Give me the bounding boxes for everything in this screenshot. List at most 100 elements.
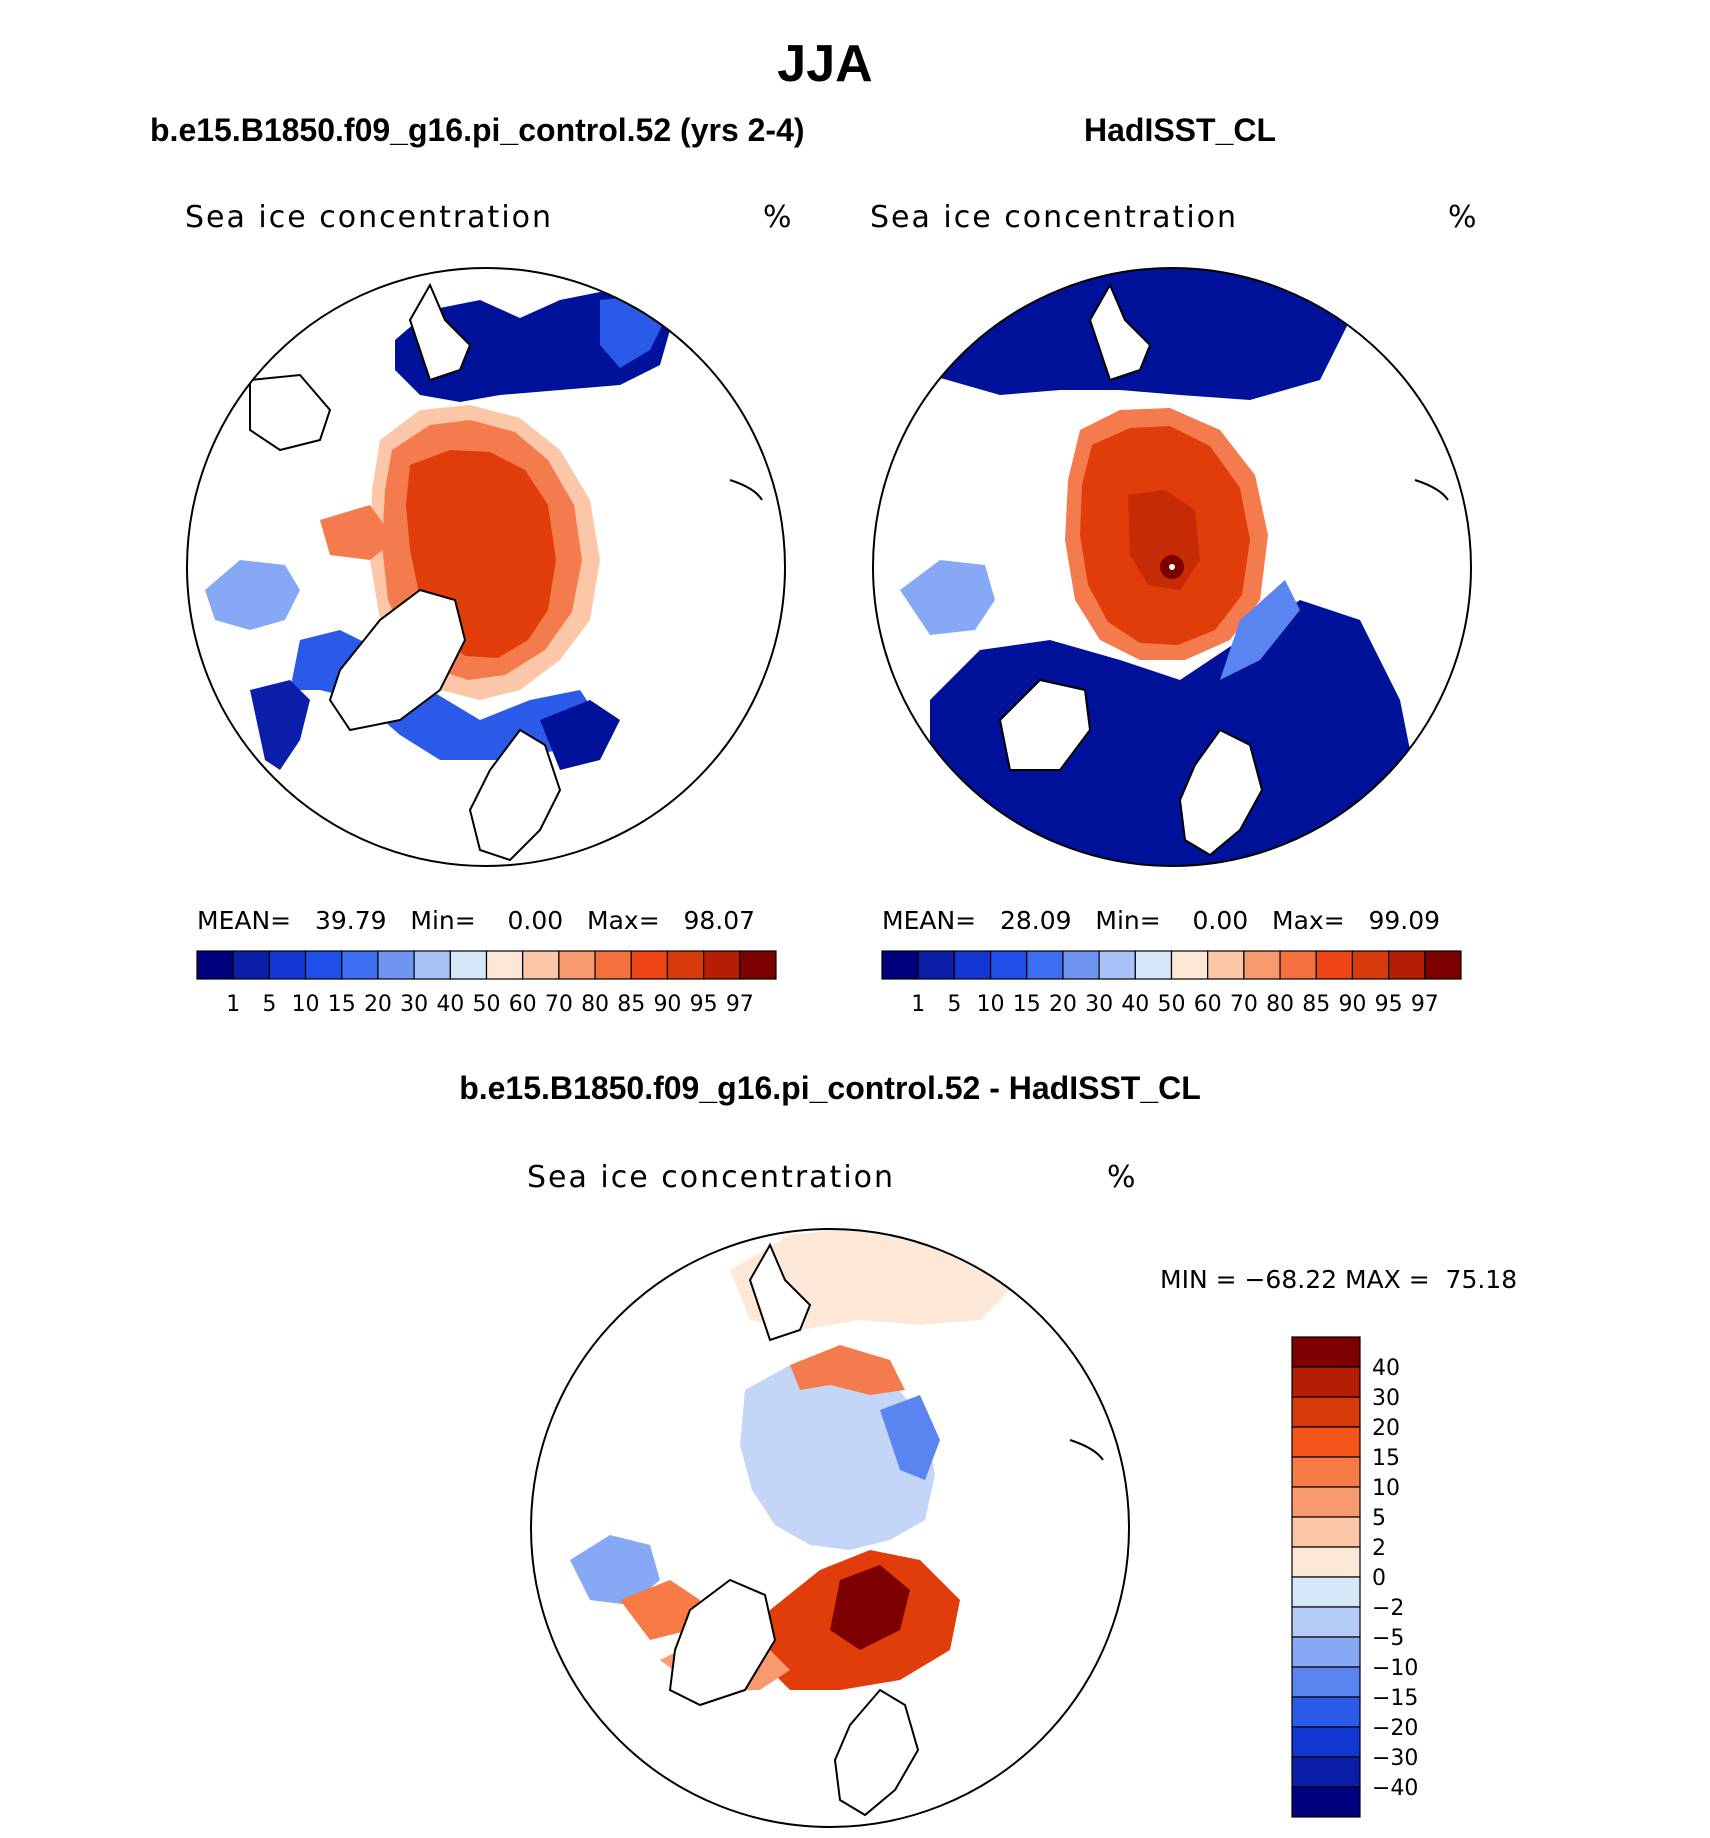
colorbar-swatch — [703, 950, 741, 980]
diff-hudson — [570, 1535, 660, 1605]
mean-value: 39.79 — [314, 906, 387, 935]
colorbar-swatch — [1291, 1486, 1361, 1518]
colorbar-tick-label: 10 — [1372, 1476, 1400, 1501]
scandinavia — [1178, 728, 1264, 857]
colorbar-swatch — [1098, 950, 1136, 980]
right-stats: MEAN= 28.09 Min= 0.00 Max= 99.09 — [882, 906, 1440, 935]
colorbar-swatch — [268, 950, 307, 980]
colorbar-swatch — [1291, 1666, 1361, 1698]
colorbar-tick-label: 60 — [1194, 992, 1222, 1017]
colorbar-swatch — [1291, 1426, 1361, 1458]
colorbar-tick-label: 97 — [726, 992, 754, 1017]
colorbar-tick-label: 60 — [509, 992, 537, 1017]
min-value: 0.00 — [1192, 906, 1249, 935]
colorbar-tick-label: 15 — [1372, 1446, 1400, 1471]
map-difference — [530, 1228, 1130, 1828]
colorbar-tick-label: 95 — [1375, 992, 1403, 1017]
colorbar-tick-label: 85 — [617, 992, 645, 1017]
colorbar-tick-label: 5 — [262, 992, 276, 1017]
colorbar-swatch — [1207, 950, 1245, 980]
colorbar-swatch — [739, 950, 777, 980]
colorbar-tick-label: 10 — [292, 992, 320, 1017]
right-unit: % — [1448, 200, 1477, 235]
diff-unit: % — [1107, 1160, 1136, 1195]
colorbar-tick-label: 70 — [545, 992, 573, 1017]
colorbar-tick-label: 90 — [1338, 992, 1366, 1017]
colorbar-swatch — [1291, 1696, 1361, 1728]
colorbar-swatch — [1291, 1456, 1361, 1488]
max-value: 99.09 — [1368, 906, 1441, 935]
diff-minmax: MIN = −68.22 MAX = 75.18 — [1160, 1265, 1518, 1294]
colorbar-swatch — [989, 950, 1028, 980]
max-value: 98.07 — [683, 906, 756, 935]
figure-title: JJA — [777, 35, 873, 93]
diff-atlantic-max — [830, 1565, 910, 1650]
diff-panel-title: b.e15.B1850.f09_g16.pi_control.52 - HadI… — [459, 1070, 1201, 1106]
right-panel-title: HadISST_CL — [1083, 112, 1277, 148]
colorbar-tick-label: 80 — [581, 992, 609, 1017]
colorbar-tick-label: 50 — [473, 992, 501, 1017]
colorbar-swatch — [881, 950, 919, 980]
mean-value: 28.09 — [999, 906, 1072, 935]
colorbar-swatch — [377, 950, 415, 980]
colorbar-tick-label: 20 — [364, 992, 392, 1017]
colorbar-swatch — [196, 950, 234, 980]
colorbar-tick-label: 1 — [911, 992, 925, 1017]
colorbar-swatch — [1170, 950, 1209, 980]
sea-ice-atlantic — [930, 600, 1420, 866]
map-border — [872, 267, 1472, 867]
colorbar-swatch — [1424, 950, 1462, 980]
colorbar-tick-label: 40 — [1121, 992, 1149, 1017]
colorbar-swatch — [630, 950, 669, 980]
mean-label: MEAN= — [197, 906, 292, 935]
colorbar-tick-label: −2 — [1372, 1596, 1404, 1621]
left-panel-title: b.e15.B1850.f09_g16.pi_control.52 (yrs 2… — [150, 112, 805, 148]
colorbar-tick-label: 40 — [436, 992, 464, 1017]
colorbar-tick-label: 15 — [1013, 992, 1041, 1017]
colorbar-swatch — [1026, 950, 1064, 980]
colorbar-tick-label: −40 — [1372, 1776, 1418, 1801]
sea-ice-labrador — [250, 680, 310, 770]
pole-hole — [1169, 564, 1175, 570]
colorbar-swatch — [449, 950, 488, 980]
kamchatka — [748, 1242, 812, 1342]
colorbar-swatch — [917, 950, 955, 980]
colorbar-swatch — [1388, 950, 1426, 980]
sea-ice-hudson — [205, 560, 300, 630]
colorbar-swatch — [1291, 1516, 1361, 1548]
colorbar-swatch — [558, 950, 596, 980]
colorbar-tick-label: 20 — [1049, 992, 1077, 1017]
colorbar-swatch — [1062, 950, 1100, 980]
colorbar-tick-label: 85 — [1302, 992, 1330, 1017]
colorbar-swatch — [594, 950, 632, 980]
right-variable-label: Sea ice concentration — [870, 200, 1239, 235]
colorbar-swatch — [1279, 950, 1317, 980]
map-border — [530, 1228, 1130, 1828]
kamchatka — [408, 282, 472, 382]
map-model — [186, 267, 786, 867]
diff-variable-label: Sea ice concentration — [527, 1160, 896, 1195]
colorbar-swatch — [232, 950, 270, 980]
coast-fragment — [1414, 479, 1449, 501]
colorbar-tick-label: 10 — [977, 992, 1005, 1017]
min-label: Min= — [1095, 906, 1161, 935]
colorbar-tick-label: 50 — [1158, 992, 1186, 1017]
left-unit: % — [763, 200, 792, 235]
colorbar-swatch — [522, 950, 560, 980]
ice-archipelago — [320, 505, 395, 560]
colorbar-swatch — [666, 950, 705, 980]
colorbar-swatch — [1315, 950, 1354, 980]
colorbar-swatch — [1291, 1576, 1361, 1608]
colorbar-swatch — [1291, 1726, 1361, 1758]
mean-label: MEAN= — [882, 906, 977, 935]
colorbar-tick-label: 90 — [653, 992, 681, 1017]
colorbar-tick-label: 70 — [1230, 992, 1258, 1017]
colorbar-swatch — [1291, 1756, 1361, 1788]
scandinavia — [833, 1688, 920, 1817]
colorbar-swatch — [341, 950, 379, 980]
colorbar-swatch — [485, 950, 524, 980]
coast-fragment — [1069, 1439, 1104, 1461]
colorbar-swatch — [953, 950, 992, 980]
colorbar-swatch — [1134, 950, 1173, 980]
